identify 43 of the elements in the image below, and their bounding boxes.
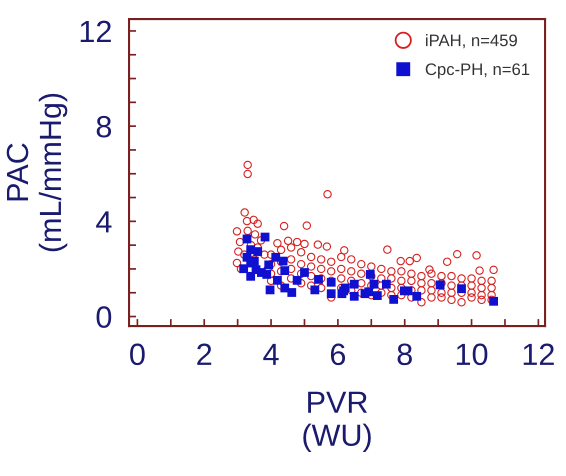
x-axis-title: PVR (WU) (303, 392, 371, 452)
point (239, 264, 248, 274)
point (372, 291, 382, 300)
point (404, 286, 412, 296)
point (382, 280, 391, 289)
y-tick-label: 12 (80, 20, 111, 42)
point (262, 270, 272, 279)
point (370, 280, 378, 289)
y-tick-label: 8 (96, 116, 112, 138)
x-tick-label: 2 (197, 344, 212, 365)
point (300, 268, 309, 277)
point (314, 275, 323, 284)
point (287, 288, 296, 297)
point (280, 284, 290, 292)
x-tick-label: 6 (330, 344, 346, 366)
point (389, 295, 398, 304)
point (457, 284, 466, 294)
point (339, 286, 348, 296)
point (260, 232, 270, 242)
point (280, 266, 290, 275)
y-tick-label: 4 (96, 211, 112, 232)
point (264, 260, 274, 270)
point (246, 245, 256, 254)
legend-label: Cpc-PH, n=61 (426, 63, 530, 78)
point (364, 287, 374, 296)
point (252, 265, 260, 274)
point (412, 292, 422, 301)
point (266, 285, 274, 294)
x-tick-label: 0 (130, 344, 145, 366)
x-tick-label: 8 (398, 344, 412, 366)
point (350, 292, 359, 301)
x-tick-label: 4 (263, 344, 279, 365)
y-axis-title: PAC (mL/mmHg) (6, 94, 68, 252)
x-tick-label: 12 (524, 344, 554, 365)
point (310, 285, 320, 294)
x-tick-label: 10 (456, 344, 488, 366)
y-tick-label: 0 (96, 306, 112, 328)
point (273, 276, 282, 285)
point (326, 289, 336, 298)
point (350, 280, 359, 289)
point (292, 276, 302, 285)
legend-label: iPAH, n=459 (426, 34, 517, 48)
point (242, 234, 252, 244)
